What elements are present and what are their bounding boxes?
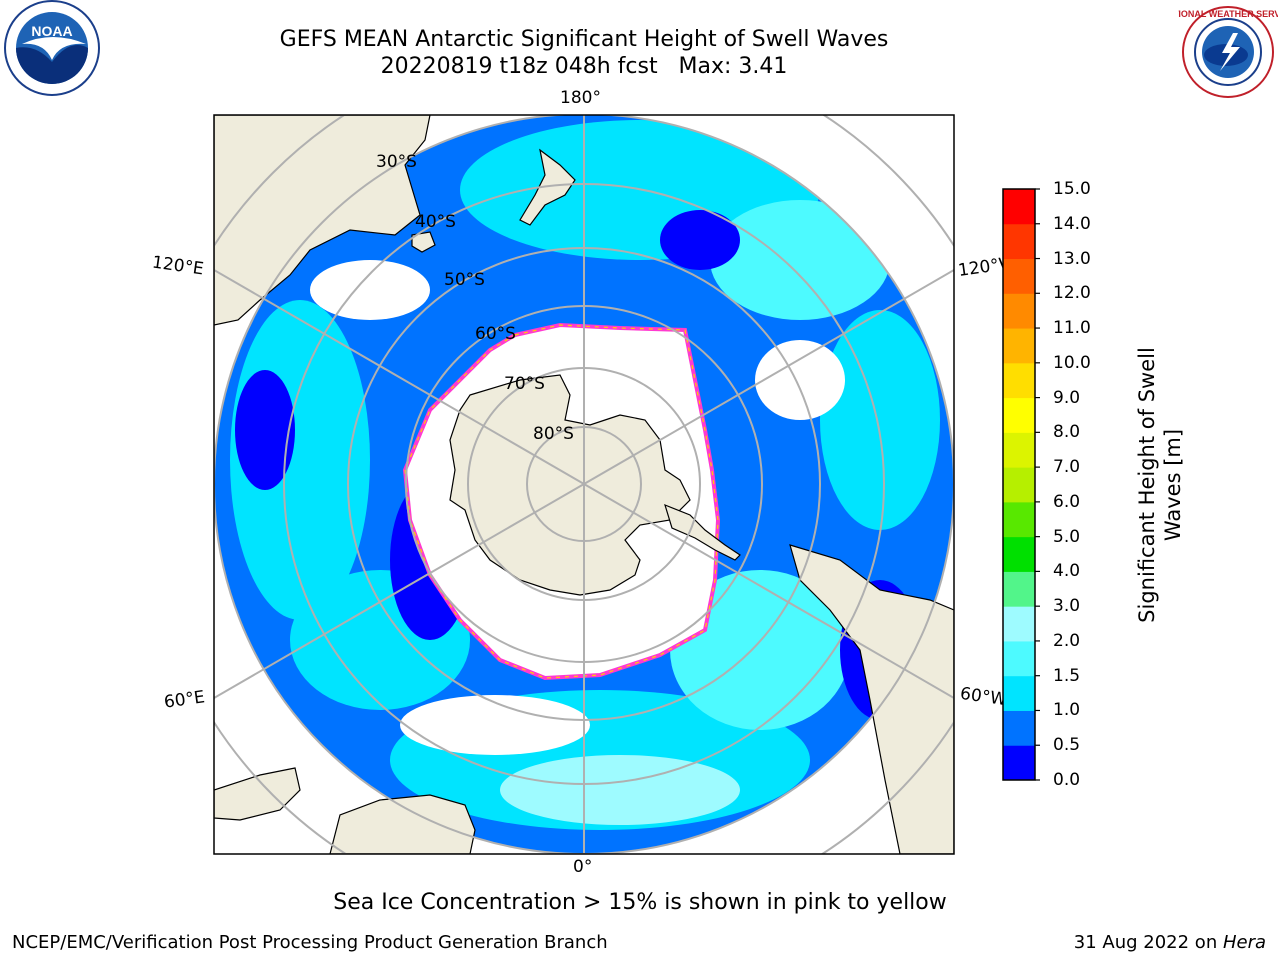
footer-credit: NCEP/EMC/Verification Post Processing Pr… <box>12 932 608 953</box>
footer-machine: Hera <box>1222 932 1266 953</box>
colorbar-segment <box>1003 710 1035 746</box>
lat-label-60s: 60°S <box>475 324 516 344</box>
colorbar-segment <box>1003 189 1035 225</box>
lat-label-30s: 30°S <box>376 152 417 172</box>
nws-logo: NATIONAL WEATHER SERVICE <box>1178 6 1278 98</box>
colorbar-label-line2: Waves [m] <box>1161 428 1185 542</box>
colorbar-segment <box>1003 223 1035 260</box>
colorbar-tick-label: 5.0 <box>1053 526 1081 547</box>
colorbar-tick-label: 2.0 <box>1053 630 1081 651</box>
meridians <box>214 115 954 854</box>
colorbar-tick-label: 3.0 <box>1053 596 1081 617</box>
sea-ice-note: Sea Ice Concentration > 15% is shown in … <box>333 890 947 915</box>
colorbar-tick-label: 7.0 <box>1053 457 1081 478</box>
colorbar-tick-label: 13.0 <box>1053 248 1091 269</box>
colorbar-segment <box>1003 501 1035 538</box>
colorbar-segment <box>1003 258 1035 294</box>
lat-label-70s: 70°S <box>504 374 545 394</box>
chart-subtitle: 20220819 t18z 048h fcst Max: 3.41 <box>380 54 788 79</box>
lon-label-0: 0° <box>573 857 593 877</box>
colorbar-tick-label: 14.0 <box>1053 213 1091 234</box>
lat-label-80s: 80°S <box>533 424 574 444</box>
colorbar-tick-label: 6.0 <box>1053 491 1081 512</box>
colorbar-label: Significant Height of Swell Waves [m] <box>1134 305 1186 665</box>
colorbar-tick-label: 12.0 <box>1053 283 1091 304</box>
colorbar-tick-label: 9.0 <box>1053 387 1081 408</box>
colorbar-segment <box>1003 640 1035 677</box>
colorbar-segment <box>1003 675 1035 711</box>
noaa-logo-text: NOAA <box>31 23 72 39</box>
colorbar-tick-label: 10.0 <box>1053 352 1091 373</box>
colorbar-label-line1: Significant Height of Swell <box>1135 347 1159 623</box>
map-frame <box>213 114 955 855</box>
colorbar-tick-label: 8.0 <box>1053 422 1081 443</box>
colorbar-segment <box>1003 432 1035 468</box>
colorbar-segment <box>1003 293 1035 329</box>
antarctica <box>449 374 691 596</box>
colorbar-tick-label: 15.0 <box>1053 179 1091 199</box>
colorbar-segment <box>1003 328 1035 364</box>
colorbar-segment <box>1003 536 1035 572</box>
colorbar-tick-label: 1.5 <box>1053 665 1081 686</box>
colorbar-segment <box>1003 467 1035 503</box>
colorbar-tick-label: 11.0 <box>1053 318 1091 339</box>
footer-date-text: 31 Aug 2022 on <box>1073 932 1223 953</box>
nws-logo-text: NATIONAL WEATHER SERVICE <box>1178 9 1278 19</box>
colorbar-tick-label: 1.0 <box>1053 700 1081 721</box>
colorbar-segment <box>1003 745 1035 781</box>
colorbar <box>1002 188 1040 781</box>
footer-date: 31 Aug 2022 on Hera <box>1074 932 1266 953</box>
colorbar-tick-label: 4.0 <box>1053 561 1081 582</box>
noaa-logo: NOAA <box>4 0 100 96</box>
lat-label-50s: 50°S <box>444 270 485 290</box>
colorbar-segment <box>1003 362 1035 399</box>
colorbar-segment <box>1003 397 1035 433</box>
colorbar-segment <box>1003 571 1035 607</box>
colorbar-segment <box>1003 606 1035 642</box>
colorbar-tick-label: 0.0 <box>1053 770 1081 790</box>
lat-label-40s: 40°S <box>415 212 456 232</box>
chart-title: GEFS MEAN Antarctic Significant Height o… <box>279 27 889 52</box>
colorbar-tick-label: 0.5 <box>1053 735 1081 756</box>
lon-label-180: 180° <box>560 88 601 108</box>
